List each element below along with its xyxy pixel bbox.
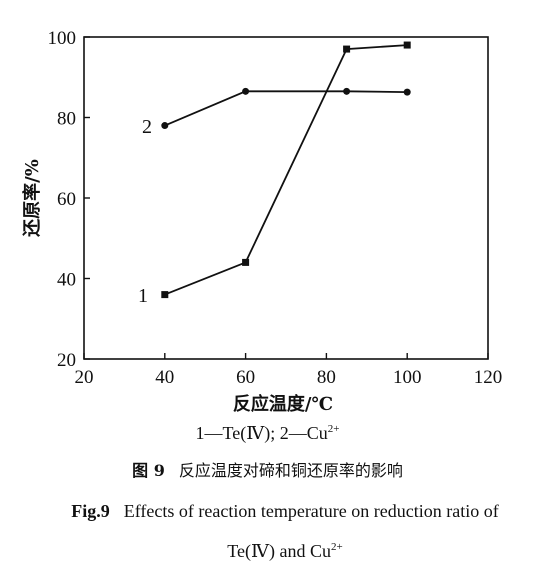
y-tick-label: 20 bbox=[57, 350, 76, 371]
y-tick-label: 60 bbox=[57, 189, 76, 210]
caption-chinese: 图 9 反应温度对碲和铜还原率的影响 bbox=[0, 457, 535, 481]
caption-english: Fig.9 Effects of reaction temperature on … bbox=[55, 493, 515, 569]
caption-en-figure-number: Fig.9 bbox=[71, 501, 110, 521]
legend-item-1-number: 1 bbox=[195, 423, 205, 443]
series-1-point bbox=[161, 291, 169, 299]
x-tick-label: 20 bbox=[75, 367, 94, 388]
series-tag-1: 1 bbox=[138, 285, 148, 307]
legend-item-2-text: Cu bbox=[306, 423, 328, 443]
caption-en-line-1: Effects of reaction temperature on reduc… bbox=[123, 501, 499, 521]
series-2-point bbox=[343, 87, 351, 95]
y-axis-title: 还原率/% bbox=[21, 159, 43, 238]
legend-item-2-number: 2 bbox=[279, 423, 289, 443]
caption-en-line-2: Te(Ⅳ) and Cu bbox=[227, 541, 331, 561]
axes bbox=[83, 36, 489, 360]
legend-item-1-text: Te(Ⅳ); bbox=[222, 423, 276, 443]
x-tick-label: 80 bbox=[317, 367, 336, 388]
plot-frame bbox=[83, 36, 489, 360]
legend-dash-2: — bbox=[288, 423, 307, 443]
legend-item-2-superscript: 2+ bbox=[327, 423, 340, 435]
legend: 1—Te(Ⅳ); 2—Cu2+ bbox=[0, 423, 535, 444]
x-tick-label: 40 bbox=[155, 367, 174, 388]
x-axis-title: 反应温度/℃ bbox=[233, 393, 333, 415]
y-tick-label: 40 bbox=[57, 270, 76, 291]
caption-cn-figure-number: 图 9 bbox=[132, 461, 165, 480]
series-1-point bbox=[403, 41, 411, 49]
x-tick-label: 60 bbox=[236, 367, 255, 388]
x-tick-label: 120 bbox=[474, 367, 503, 388]
caption-en-superscript: 2+ bbox=[330, 541, 343, 553]
caption-cn-text: 反应温度对碲和铜还原率的影响 bbox=[178, 461, 403, 480]
x-axis-ticks: 20 40 60 80 100 120 bbox=[75, 353, 503, 388]
series-1-point bbox=[343, 45, 351, 53]
series-2-point bbox=[242, 87, 250, 95]
chart: 20 40 60 80 100 120 20 40 60 80 100 1 2 反应温度/℃ 还原… bbox=[21, 28, 503, 415]
series-tag-2: 2 bbox=[142, 116, 152, 138]
series-1-point bbox=[242, 258, 250, 266]
legend-dash-1: — bbox=[204, 423, 223, 443]
series-1-line bbox=[164, 44, 408, 296]
series-2-point bbox=[403, 88, 411, 96]
series-layer bbox=[161, 41, 411, 299]
y-tick-label: 80 bbox=[57, 109, 76, 130]
y-tick-label: 100 bbox=[48, 28, 77, 49]
x-tick-label: 100 bbox=[393, 367, 422, 388]
y-axis-ticks: 20 40 60 80 100 bbox=[48, 28, 90, 371]
series-2-point bbox=[161, 122, 169, 130]
series-2-line bbox=[164, 90, 408, 127]
